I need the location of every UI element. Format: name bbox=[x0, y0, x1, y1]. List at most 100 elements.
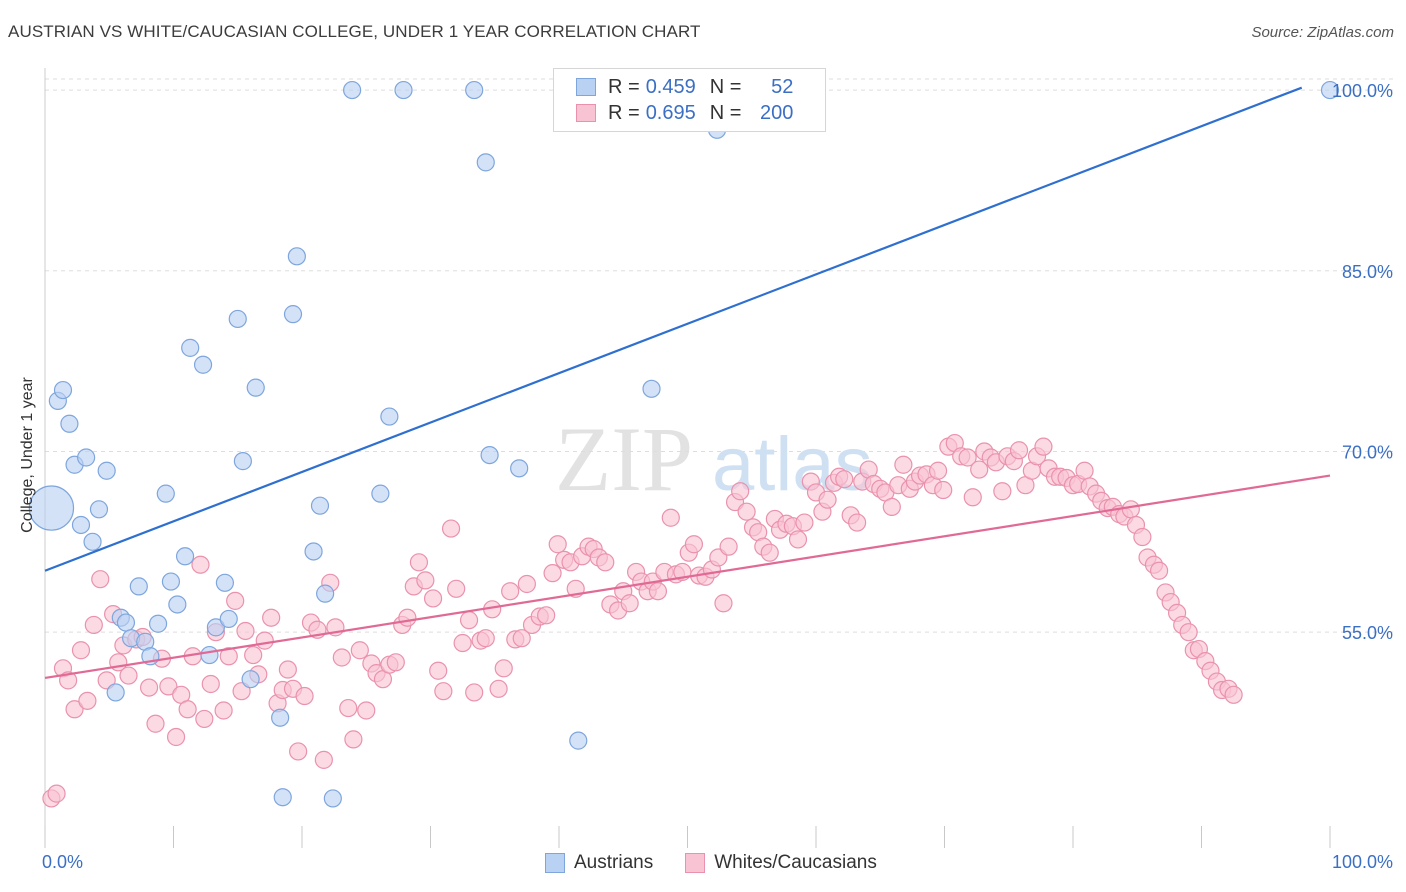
whites-point bbox=[289, 742, 308, 761]
whites-point bbox=[714, 594, 733, 613]
whites-point bbox=[476, 629, 495, 648]
legend-label-austrians: Austrians bbox=[574, 852, 654, 873]
austrian-point bbox=[215, 573, 234, 592]
austrian-point bbox=[642, 379, 661, 398]
y-tick-label: 55.0% bbox=[1342, 623, 1393, 643]
whites-point bbox=[295, 686, 314, 706]
legend-swatch-pink bbox=[576, 104, 596, 122]
whites-point bbox=[489, 679, 508, 698]
watermark-zip: ZIP bbox=[555, 408, 693, 510]
whites-point bbox=[429, 661, 448, 680]
whites-point bbox=[661, 508, 680, 527]
whites-point bbox=[332, 648, 351, 667]
whites-point bbox=[963, 488, 982, 507]
whites-point bbox=[262, 608, 281, 627]
whites-point bbox=[517, 574, 536, 594]
austrian-point bbox=[129, 577, 148, 596]
y-tick-label: 70.0% bbox=[1342, 442, 1393, 462]
whites-point bbox=[818, 490, 837, 509]
whites-point bbox=[501, 582, 520, 601]
whites-point bbox=[620, 594, 639, 613]
whites-point bbox=[548, 535, 567, 554]
austrian-point bbox=[271, 708, 290, 727]
austrian-point bbox=[83, 532, 102, 551]
whites-point bbox=[339, 698, 358, 718]
legend-r-label: R = bbox=[608, 101, 640, 124]
legend-label-whites: Whites/Caucasians bbox=[714, 852, 877, 873]
y-tick-label: 85.0% bbox=[1342, 262, 1393, 282]
austrian-point bbox=[89, 500, 109, 519]
austrian-point bbox=[181, 338, 200, 357]
whites-point bbox=[1034, 437, 1053, 456]
legend-item-whites[interactable]: Whites/Caucasians bbox=[685, 852, 877, 874]
austrian-point bbox=[273, 788, 292, 807]
austrian-point bbox=[60, 414, 79, 433]
whites-point bbox=[760, 543, 779, 562]
whites-point bbox=[139, 678, 159, 697]
austrian-point bbox=[77, 448, 96, 467]
whites-point bbox=[1075, 461, 1094, 480]
legend-n-value: 200 bbox=[760, 101, 794, 124]
whites-point bbox=[119, 666, 138, 685]
tick-labels: 55.0% 70.0% 85.0% 100.0% 0.0% 100.0% bbox=[42, 81, 1393, 872]
austrian-point bbox=[304, 542, 323, 561]
whites-point bbox=[434, 682, 453, 701]
whites-point bbox=[409, 553, 429, 572]
whites-point bbox=[350, 641, 369, 660]
whites-point bbox=[357, 701, 376, 720]
whites-point bbox=[191, 555, 210, 574]
legend-item-austrians[interactable]: Austrians bbox=[545, 852, 653, 874]
austrian-point bbox=[71, 515, 91, 535]
whites-point bbox=[928, 461, 948, 480]
austrian-point bbox=[206, 618, 226, 637]
austrian-point bbox=[371, 484, 390, 503]
austrian-point bbox=[161, 572, 181, 591]
whites-point bbox=[146, 714, 165, 733]
whites-point bbox=[416, 571, 435, 590]
austrian-point bbox=[148, 614, 168, 633]
whites-point bbox=[344, 730, 363, 749]
whites-point bbox=[201, 674, 220, 694]
austrian-point bbox=[476, 153, 495, 172]
legend-swatch-whites bbox=[685, 853, 706, 873]
whites-point bbox=[398, 608, 417, 627]
austrian-point bbox=[106, 683, 125, 702]
whites-point bbox=[71, 641, 91, 660]
austrian-point bbox=[246, 378, 265, 397]
whites-point bbox=[47, 784, 66, 803]
stats-legend: R = 0.459 N = 52 R = 0.695 N = 200 bbox=[553, 68, 826, 132]
whites-point bbox=[719, 537, 738, 556]
austrian-point bbox=[283, 305, 303, 324]
austrian-point bbox=[316, 584, 335, 603]
whites-point bbox=[97, 671, 116, 690]
whites-point bbox=[226, 591, 245, 610]
whites-point bbox=[788, 530, 808, 549]
whites-point bbox=[684, 535, 704, 554]
legend-row-austrians: R = 0.459 N = 52 bbox=[576, 75, 793, 99]
x-tick-label: 100.0% bbox=[1332, 852, 1393, 872]
legend-r-label: R = bbox=[608, 75, 640, 98]
series-austrians bbox=[28, 80, 1340, 808]
whites-point bbox=[882, 497, 901, 516]
watermark: ZIP atlas bbox=[555, 408, 873, 510]
y-axis-label: College, Under 1 year bbox=[19, 377, 36, 533]
whites-point bbox=[441, 519, 461, 538]
austrian-point bbox=[343, 80, 362, 100]
austrian-point bbox=[233, 452, 252, 471]
trendlines bbox=[44, 86, 1331, 680]
austrian-point bbox=[228, 309, 247, 329]
austrian-point bbox=[219, 609, 238, 629]
whites-point bbox=[459, 611, 479, 630]
whites-point bbox=[65, 700, 84, 719]
whites-point bbox=[795, 513, 814, 532]
whites-point bbox=[1009, 441, 1029, 460]
whites-point bbox=[648, 582, 668, 601]
whites-point bbox=[386, 653, 405, 672]
x-tick-label: 0.0% bbox=[42, 852, 83, 872]
austrian-point bbox=[380, 407, 399, 426]
austrian-point bbox=[287, 247, 306, 266]
whites-point bbox=[195, 709, 214, 729]
whites-point bbox=[1179, 623, 1198, 642]
whites-point bbox=[1149, 561, 1169, 580]
